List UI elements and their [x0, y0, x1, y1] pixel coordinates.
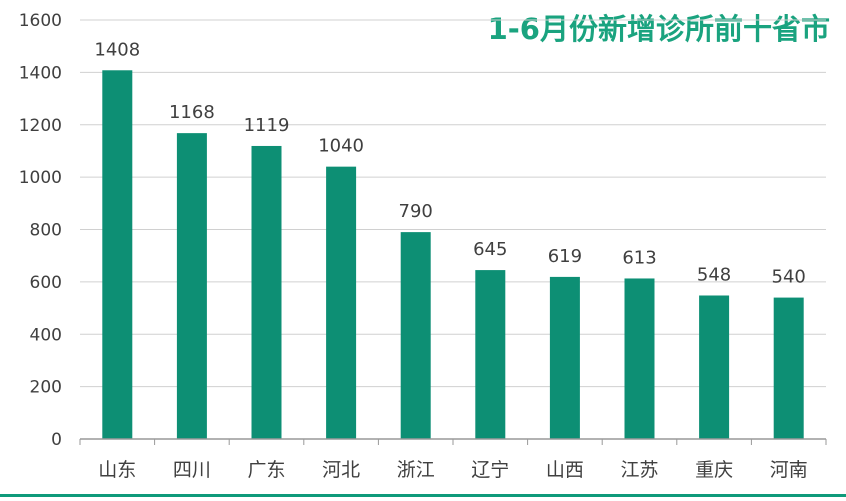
bar	[549, 276, 580, 439]
x-tick-label: 山东	[98, 459, 136, 481]
data-label: 619	[548, 246, 582, 267]
data-label: 540	[772, 267, 806, 288]
bar	[475, 270, 506, 439]
y-tick-label: 1000	[19, 168, 62, 188]
data-label: 645	[473, 239, 507, 260]
data-label: 790	[399, 201, 433, 222]
x-tick-label: 江苏	[620, 459, 658, 481]
bar	[624, 278, 655, 439]
bars	[102, 70, 804, 440]
data-label: 613	[622, 247, 656, 268]
y-tick-label: 200	[30, 378, 62, 398]
bottom-divider	[0, 494, 846, 497]
x-tick-label: 河北	[322, 459, 360, 481]
y-tick-label: 1600	[19, 11, 62, 31]
data-label: 1168	[169, 102, 215, 123]
bar	[176, 133, 207, 439]
x-tick-label: 辽宁	[471, 459, 509, 481]
data-label: 548	[697, 264, 731, 285]
y-axis-ticks: 0 200 400 600 800 1000 1200 1400 1600	[19, 11, 62, 450]
y-tick-label: 800	[30, 221, 62, 241]
x-tick-label: 重庆	[695, 459, 733, 481]
bar	[326, 166, 357, 439]
data-label: 1040	[318, 136, 364, 157]
y-tick-label: 400	[30, 325, 62, 345]
chart-title: 1-6月份新增诊所前十省市	[487, 12, 830, 46]
data-labels: 1408 1168 1119 1040 790 645 619 613 548 540	[94, 39, 805, 287]
y-tick-label: 0	[51, 430, 62, 450]
x-tick-label: 四川	[173, 459, 211, 481]
x-axis-ticks: 山东 四川 广东 河北 浙江 辽宁 山西 江苏 重庆 河南	[79, 439, 827, 481]
x-tick-label: 浙江	[397, 459, 435, 481]
y-tick-label: 1200	[19, 116, 62, 136]
bar	[251, 145, 282, 440]
data-label: 1408	[94, 39, 140, 60]
y-tick-label: 1400	[19, 63, 62, 83]
x-tick-label: 河南	[770, 459, 808, 481]
data-label: 1119	[244, 115, 290, 136]
x-tick-label: 山西	[546, 459, 584, 481]
y-tick-label: 600	[30, 273, 62, 293]
bar	[400, 232, 431, 439]
bar	[102, 70, 133, 439]
bar	[699, 295, 730, 439]
bar	[773, 297, 804, 439]
x-tick-label: 广东	[247, 459, 285, 481]
